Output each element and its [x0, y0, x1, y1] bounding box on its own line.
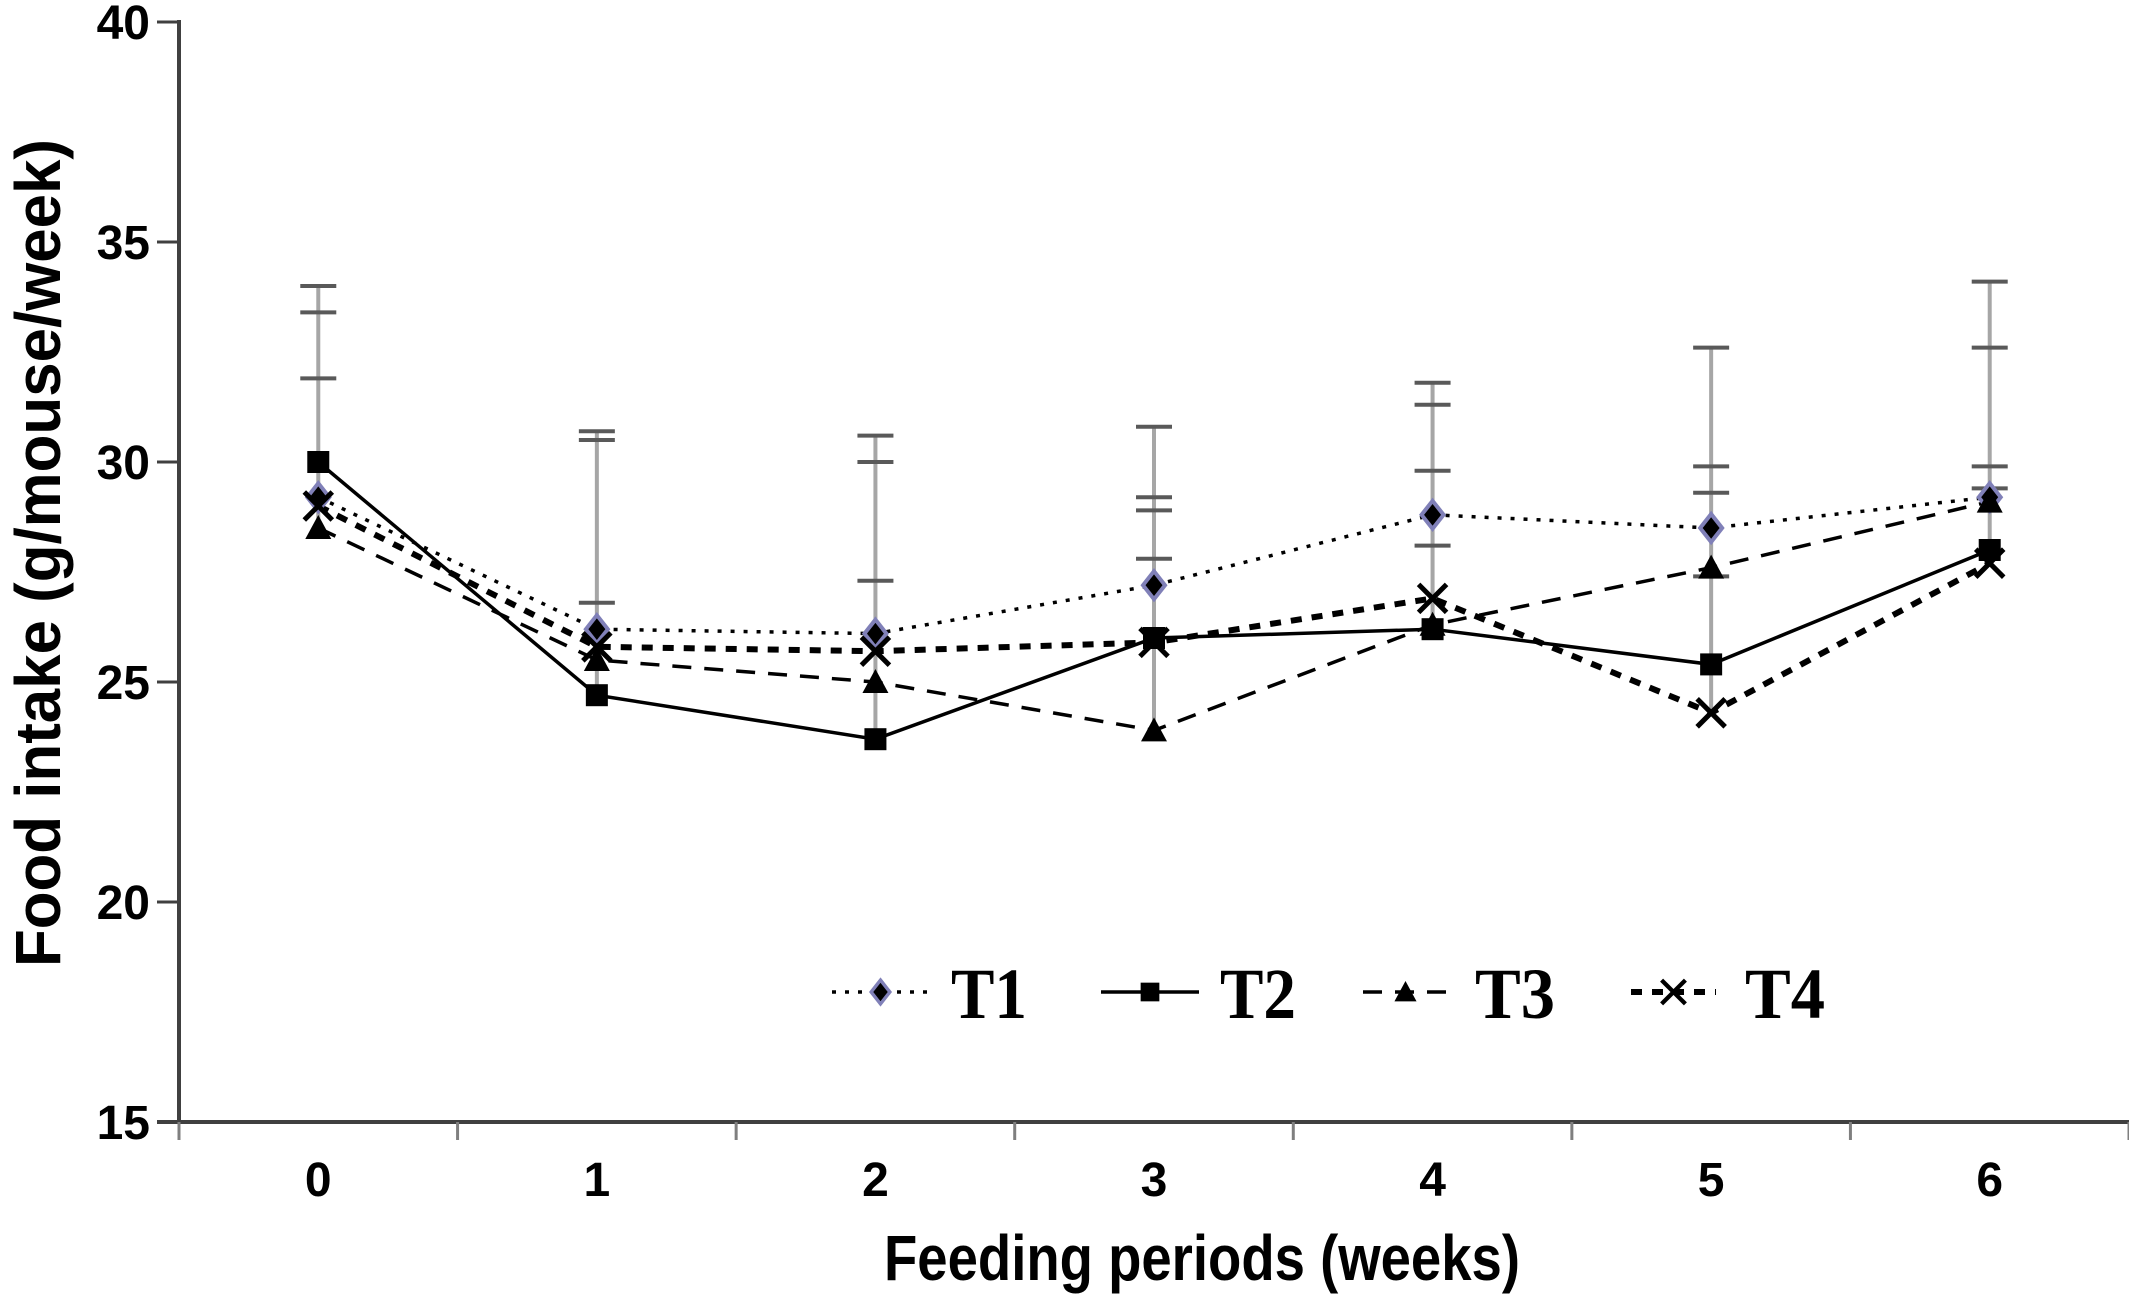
legend-marker-t1-icon — [868, 977, 893, 1007]
x-tick-label-4: 4 — [1419, 1154, 1446, 1207]
legend-label-t2: T2 — [1220, 954, 1296, 1034]
error-bar-week-2 — [857, 433, 894, 740]
marker-t2-week-3 — [1143, 627, 1165, 649]
legend-marker-t4-icon — [1660, 978, 1687, 1006]
y-tick-label-30: 30 — [97, 437, 150, 490]
series-markers-layer — [302, 451, 2006, 751]
marker-t4-week-5 — [1695, 697, 1727, 729]
x-tick-label-1: 1 — [584, 1154, 611, 1207]
x-tick-label-0: 0 — [305, 1154, 332, 1207]
x-tick-label-2: 2 — [862, 1154, 889, 1207]
legend-item-t3 — [1363, 980, 1448, 1002]
legend-label-t1: T1 — [951, 954, 1027, 1034]
marker-t3-week-1 — [583, 647, 610, 671]
marker-t4-week-6 — [1973, 547, 2006, 579]
marker-t3-week-3 — [1141, 717, 1167, 742]
marker-t1-week-1 — [583, 611, 611, 647]
y-tick-label-20: 20 — [97, 877, 150, 930]
y-tick-label-15: 15 — [97, 1097, 150, 1150]
marker-t2-week-5 — [1700, 653, 1723, 676]
marker-t1-week-5 — [1697, 510, 1725, 546]
legend-item-t4 — [1631, 978, 1716, 1006]
x-tick-label-3: 3 — [1141, 1154, 1168, 1207]
series-markers-t4 — [302, 490, 2006, 729]
x-tick-label-6: 6 — [1976, 1154, 2003, 1207]
y-tick-label-40: 40 — [97, 0, 150, 50]
marker-t2-week-0 — [307, 451, 330, 473]
marker-t3-week-4 — [1419, 611, 1446, 636]
legend-item-t1 — [832, 977, 929, 1007]
marker-t1-week-4 — [1419, 497, 1447, 533]
x-axis-title: Feeding periods (weeks) — [884, 1222, 1520, 1294]
marker-t4-week-1 — [581, 631, 613, 663]
marker-t3-week-5 — [1698, 554, 1725, 579]
marker-t4-week-3 — [1138, 626, 1170, 659]
tick-labels-layer: 15 20 25 30 35 40 0 1 2 3 4 5 6 — [97, 0, 2003, 1207]
legend-label-t4: T4 — [1745, 954, 1825, 1034]
marker-t2-week-1 — [585, 684, 608, 707]
marker-t1-week-3 — [1140, 567, 1168, 603]
legend: T1 T2 T3 T4 — [951, 954, 1825, 1034]
marker-t1-week-2 — [861, 616, 889, 651]
marker-t3-week-2 — [862, 669, 889, 693]
legend-marker-t3-icon — [1394, 980, 1417, 1002]
marker-t2-week-2 — [864, 728, 887, 751]
legend-label-t3: T3 — [1475, 954, 1555, 1034]
x-tick-label-5: 5 — [1698, 1154, 1725, 1207]
legend-item-t2 — [1101, 982, 1199, 1002]
marker-t4-week-2 — [859, 635, 892, 667]
marker-t1-week-0 — [304, 479, 332, 515]
y-tick-label-35: 35 — [97, 217, 150, 270]
y-axis-title: Food intake (g/mouse/week) — [2, 139, 74, 967]
y-tick-label-25: 25 — [97, 657, 150, 710]
error-bars-layer — [300, 279, 2008, 740]
marker-t4-week-0 — [302, 490, 335, 522]
marker-t3-week-0 — [305, 515, 332, 539]
legend-samples-layer — [832, 977, 1716, 1007]
marker-t3-week-6 — [1976, 488, 2003, 513]
legend-marker-t2-icon — [1140, 982, 1160, 1002]
error-bar-week-6 — [1971, 279, 2008, 564]
marker-t4-week-4 — [1416, 582, 1449, 615]
axes-layer — [157, 20, 2129, 1140]
series-markers-t3 — [305, 488, 2003, 742]
